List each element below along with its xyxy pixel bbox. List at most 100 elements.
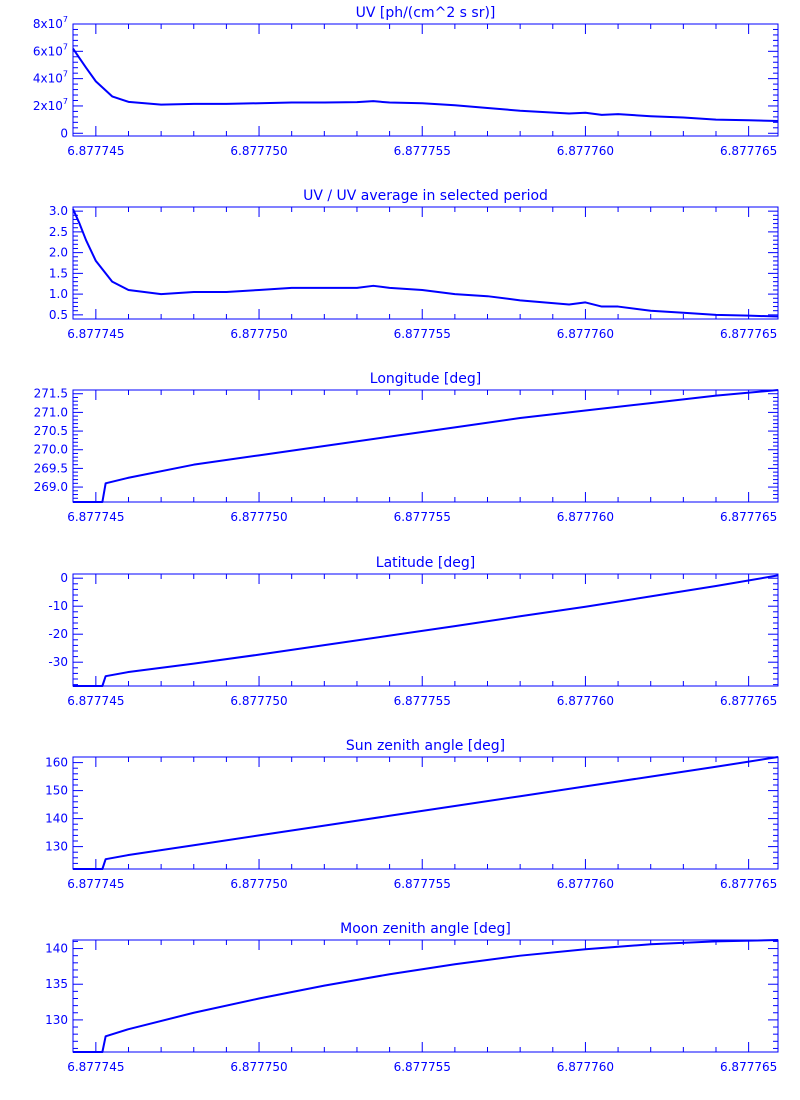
y-tick-label-text: 160 bbox=[45, 756, 68, 770]
chart-title: UV / UV average in selected period bbox=[303, 188, 548, 204]
y-tick-exponent: 7 bbox=[63, 15, 68, 24]
chart-title: Latitude [deg] bbox=[376, 555, 475, 571]
series-line bbox=[73, 389, 779, 503]
y-tick-label-text: 2x10 bbox=[33, 99, 63, 113]
y-tick-label: 270.0 bbox=[34, 443, 68, 457]
y-tick-label: 0.5 bbox=[49, 308, 68, 322]
x-tick-label: 6.877750 bbox=[230, 327, 287, 341]
y-tick-label: 150 bbox=[45, 784, 68, 798]
y-tick-label: 269.5 bbox=[34, 461, 68, 475]
x-tick-label: 6.877765 bbox=[720, 877, 777, 891]
y-tick-label-text: -10 bbox=[48, 599, 68, 613]
x-tick-label: 6.877745 bbox=[67, 877, 124, 891]
plot-frame bbox=[72, 573, 779, 687]
y-tick-label: -10 bbox=[48, 599, 68, 613]
plot-frame bbox=[72, 206, 779, 320]
x-tick-label: 6.877750 bbox=[230, 144, 287, 158]
y-tick-label: 269.0 bbox=[34, 480, 68, 494]
y-tick-label-text: 130 bbox=[45, 1013, 68, 1027]
x-tick-label: 6.877765 bbox=[720, 694, 777, 708]
plot-frame bbox=[72, 939, 779, 1053]
y-tick-label-text: 6x10 bbox=[33, 44, 63, 58]
plot-frame bbox=[72, 389, 779, 503]
chart-title: UV [ph/(cm^2 s sr)] bbox=[356, 5, 496, 21]
y-tick-label: 140 bbox=[45, 812, 68, 826]
y-tick-label: -20 bbox=[48, 627, 68, 641]
y-tick-label: 6x107 bbox=[33, 42, 68, 58]
x-tick-label: 6.877745 bbox=[67, 327, 124, 341]
y-tick-label: 270.5 bbox=[34, 424, 68, 438]
x-tick-label: 6.877755 bbox=[394, 1060, 451, 1074]
y-tick-label-text: 269.5 bbox=[34, 461, 68, 475]
x-tick-label: 6.877760 bbox=[557, 1060, 614, 1074]
y-tick-label-text: 2.5 bbox=[49, 225, 68, 239]
series-line bbox=[73, 574, 779, 687]
chart-panel-2: UV / UV average in selected period 6.8777… bbox=[49, 188, 779, 341]
series-line bbox=[72, 48, 779, 122]
y-tick-label: 271.5 bbox=[34, 387, 68, 401]
x-tick-label: 6.877755 bbox=[394, 510, 451, 524]
y-tick-label: 0 bbox=[60, 571, 68, 585]
chart-panel-3: Longitude [deg] 6.877745 6.877750 6.877755 6… bbox=[34, 371, 779, 524]
chart-panel-6: Moon zenith angle [deg] 6.877745 6.877750 6… bbox=[45, 921, 779, 1074]
y-tick-label: 2x107 bbox=[33, 97, 68, 113]
series-line bbox=[73, 939, 779, 1053]
y-tick-label-text: 271.0 bbox=[34, 405, 68, 419]
x-tick-label: 6.877745 bbox=[67, 1060, 124, 1074]
y-tick-label-text: 8x10 bbox=[33, 17, 63, 31]
y-tick-label-text: 270.5 bbox=[34, 424, 68, 438]
x-tick-label: 6.877765 bbox=[720, 510, 777, 524]
y-tick-label-text: 4x10 bbox=[33, 72, 63, 86]
x-tick-label: 6.877765 bbox=[720, 1060, 777, 1074]
y-tick-label: 130 bbox=[45, 1013, 68, 1027]
x-tick-label: 6.877765 bbox=[720, 327, 777, 341]
y-tick-label-text: 140 bbox=[45, 942, 68, 956]
y-tick-label-text: 270.0 bbox=[34, 443, 68, 457]
x-tick-label: 6.877755 bbox=[394, 694, 451, 708]
x-tick-label: 6.877745 bbox=[67, 510, 124, 524]
x-tick-label: 6.877760 bbox=[557, 510, 614, 524]
y-tick-label: 1.0 bbox=[49, 287, 68, 301]
chart-panel-5: Sun zenith angle [deg] 6.877745 6.877750 6.… bbox=[45, 738, 779, 891]
y-tick-label: 271.0 bbox=[34, 405, 68, 419]
x-tick-label: 6.877750 bbox=[230, 877, 287, 891]
y-tick-label-text: 0 bbox=[60, 126, 68, 140]
y-tick-exponent: 7 bbox=[63, 42, 68, 51]
y-tick-label: 2.0 bbox=[49, 246, 68, 260]
plot-frame bbox=[72, 23, 779, 137]
y-tick-label-text: 1.5 bbox=[49, 266, 68, 280]
x-tick-label: 6.877755 bbox=[394, 144, 451, 158]
y-tick-label: 2.5 bbox=[49, 225, 68, 239]
y-tick-label: 3.0 bbox=[49, 204, 68, 218]
x-tick-label: 6.877755 bbox=[394, 327, 451, 341]
x-tick-label: 6.877750 bbox=[230, 694, 287, 708]
y-tick-label: 1.5 bbox=[49, 266, 68, 280]
y-tick-label-text: 130 bbox=[45, 840, 68, 854]
chart-title: Moon zenith angle [deg] bbox=[340, 921, 511, 937]
x-tick-label: 6.877760 bbox=[557, 877, 614, 891]
chart-title: Sun zenith angle [deg] bbox=[346, 738, 505, 754]
y-tick-label-text: 269.0 bbox=[34, 480, 68, 494]
series-line bbox=[72, 208, 779, 318]
y-tick-label-text: 135 bbox=[45, 977, 68, 991]
x-tick-label: 6.877755 bbox=[394, 877, 451, 891]
y-tick-label-text: 150 bbox=[45, 784, 68, 798]
y-tick-label-text: 2.0 bbox=[49, 246, 68, 260]
chart-panel-1: UV [ph/(cm^2 s sr)] 6.877745 6.877750 6.877… bbox=[33, 5, 779, 158]
series-line bbox=[73, 756, 779, 870]
y-tick-label-text: 1.0 bbox=[49, 287, 68, 301]
y-tick-label-text: 3.0 bbox=[49, 204, 68, 218]
y-tick-exponent: 7 bbox=[63, 70, 68, 79]
y-tick-label-text: 0.5 bbox=[49, 308, 68, 322]
x-tick-label: 6.877750 bbox=[230, 510, 287, 524]
y-tick-exponent: 7 bbox=[63, 97, 68, 106]
y-tick-label: 0 bbox=[60, 126, 68, 140]
y-tick-label: 140 bbox=[45, 942, 68, 956]
x-tick-label: 6.877760 bbox=[557, 327, 614, 341]
x-tick-label: 6.877750 bbox=[230, 1060, 287, 1074]
y-tick-label: -30 bbox=[48, 655, 68, 669]
chart-title: Longitude [deg] bbox=[370, 371, 481, 387]
y-tick-label: 130 bbox=[45, 840, 68, 854]
x-tick-label: 6.877765 bbox=[720, 144, 777, 158]
